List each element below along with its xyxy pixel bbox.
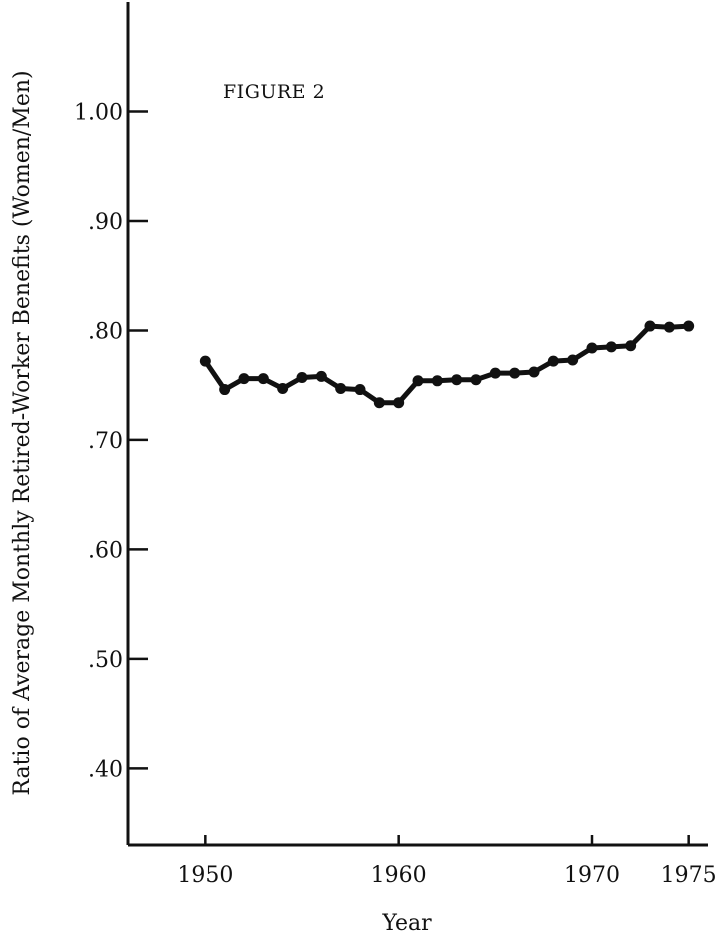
y-tick-label: .70 (88, 429, 123, 454)
data-point (605, 341, 617, 353)
data-point (373, 397, 385, 409)
series-line (202, 323, 692, 406)
x-tick-label: 1950 (177, 863, 233, 888)
data-point (219, 384, 231, 396)
data-point (412, 375, 424, 387)
data-point (296, 372, 308, 384)
figure-label: FIGURE 2 (223, 81, 325, 103)
data-point (199, 355, 211, 367)
data-point (238, 373, 250, 385)
y-tick-label: .40 (88, 757, 123, 782)
data-point (451, 374, 463, 386)
y-tick-label: .90 (88, 210, 123, 235)
data-point (567, 354, 579, 366)
data-point (431, 375, 443, 387)
data-point (393, 397, 405, 409)
y-tick-label: 1.00 (74, 100, 123, 125)
x-tick-label: 1960 (371, 863, 427, 888)
x-tick-label: 1975 (661, 863, 715, 888)
data-point (335, 382, 347, 394)
data-point (277, 382, 289, 394)
data-point (528, 366, 540, 378)
data-point (586, 342, 598, 354)
data-point (683, 320, 695, 332)
data-point (257, 373, 269, 385)
data-point (625, 340, 637, 352)
data-point (644, 320, 656, 332)
y-tick-label: .50 (88, 648, 123, 673)
y-tick-label: .60 (88, 538, 123, 563)
y-tick-label: .80 (88, 319, 123, 344)
data-point (663, 321, 675, 333)
data-point (354, 384, 366, 396)
data-point (509, 367, 521, 379)
data-point (470, 374, 482, 386)
x-axis-title: Year (381, 911, 432, 936)
x-ticks: 1950 1960 1970 1975 (177, 835, 715, 888)
data-point (315, 370, 327, 382)
data-point (547, 355, 559, 367)
x-tick-label: 1970 (564, 863, 620, 888)
series-layer (199, 320, 695, 409)
data-point (489, 367, 501, 379)
y-ticks: .40 .50 .60 .70 .80 .90 1.00 (74, 100, 148, 782)
y-axis-title: Ratio of Average Monthly Retired-Worker … (10, 70, 35, 795)
